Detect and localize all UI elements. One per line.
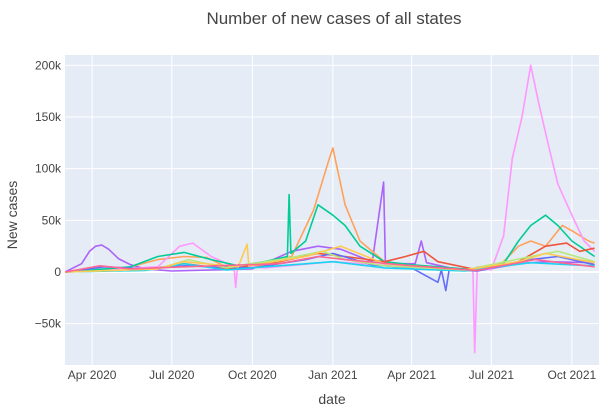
series-line-10 [65,255,595,273]
x-tick-label: Oct 2020 [228,368,277,382]
y-tick-label: 50k [42,213,62,227]
y-axis-title: New cases [4,181,20,249]
y-tick-label: 150k [35,110,62,124]
x-tick-label: Jan 2021 [308,368,358,382]
x-tick-label: Jul 2020 [149,368,195,382]
x-axis-title: date [318,391,345,407]
x-tick-label: Jul 2021 [469,368,515,382]
plot-background [65,55,599,365]
y-tick-label: 0 [54,265,61,279]
x-tick-label: Apr 2021 [387,368,436,382]
x-tick-label: Oct 2021 [548,368,597,382]
y-tick-label: 100k [35,162,62,176]
y-axis-ticks: −50k 0 50k 100k 150k 200k [35,58,62,330]
series-line-4 [65,193,596,273]
x-axis-ticks: Apr 2020 Jul 2020 Oct 2020 Jan 2021 Apr 2021… [68,368,597,382]
series-line-9 [65,243,595,273]
y-tick-label: −50k [35,317,62,331]
y-tick-label: 200k [35,58,62,72]
x-tick-label: Apr 2020 [68,368,117,382]
chart-title: Number of new cases of all states [206,9,461,28]
series-group [65,64,596,354]
series-line-3 [65,64,596,354]
gridlines [65,55,599,365]
